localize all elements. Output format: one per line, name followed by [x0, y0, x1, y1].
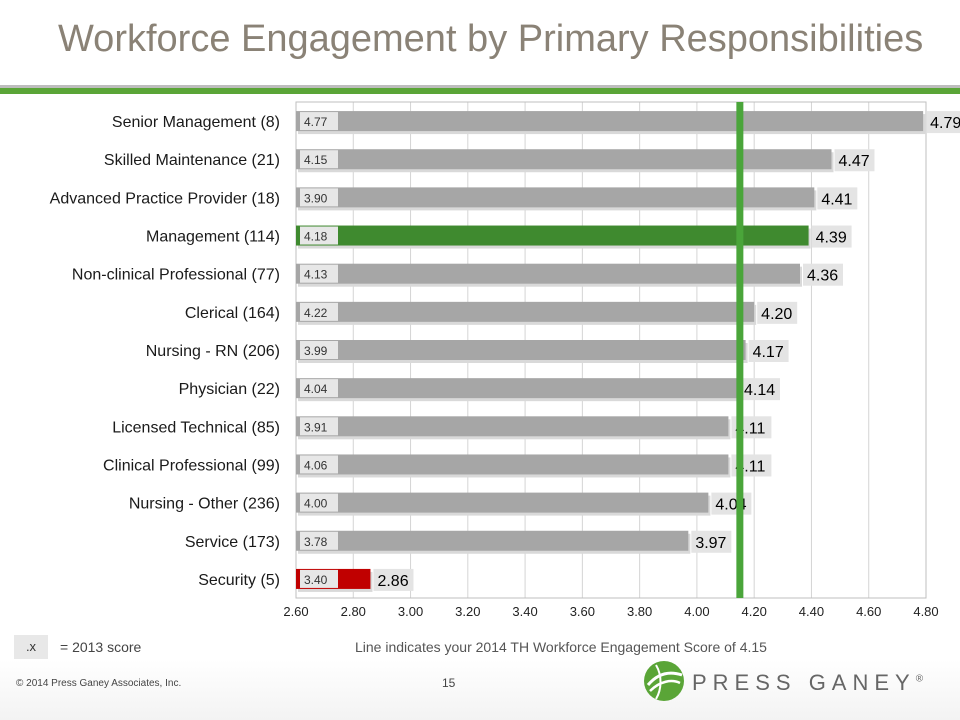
category-label: Clinical Professional (99) — [103, 457, 280, 474]
prior-score-label: 4.13 — [304, 268, 328, 282]
legend-swatch: .x — [14, 635, 48, 659]
prior-score-box — [300, 493, 338, 512]
reference-line-footnote: Line indicates your 2014 TH Workforce En… — [355, 639, 767, 655]
page-title: Workforce Engagement by Primary Responsi… — [58, 18, 924, 60]
value-label-box — [811, 225, 852, 248]
value-label: 2.86 — [377, 573, 408, 590]
prior-score-box — [300, 226, 338, 245]
category-label: Physician (22) — [179, 381, 280, 398]
category-label: Clerical (164) — [185, 305, 280, 322]
registered-mark: ® — [915, 673, 924, 685]
bar — [296, 149, 832, 170]
value-label-box — [748, 340, 789, 362]
value-label-box — [757, 301, 798, 324]
prior-score-label: 4.15 — [304, 153, 328, 167]
bar — [296, 263, 800, 284]
value-label-box — [740, 378, 780, 401]
bar — [296, 301, 755, 322]
prior-score-label: 3.78 — [304, 535, 328, 549]
title-divider-green — [0, 88, 960, 94]
bar — [296, 111, 924, 132]
x-tick-label: 4.60 — [856, 604, 881, 619]
prior-score-label: 4.00 — [304, 497, 328, 511]
prior-score-box — [300, 531, 338, 550]
category-label: Security (5) — [198, 572, 280, 589]
bar — [296, 492, 709, 513]
page-number: 15 — [442, 676, 456, 690]
value-label-box — [373, 568, 414, 591]
category-label: Service (173) — [185, 534, 280, 551]
legend-text: = 2013 score — [60, 639, 142, 655]
value-label: 4.14 — [744, 382, 775, 399]
category-label: Skilled Maintenance (21) — [104, 152, 280, 169]
x-tick-label: 4.20 — [742, 604, 767, 619]
x-tick-label: 4.00 — [684, 604, 709, 619]
value-label: 4.20 — [761, 306, 792, 323]
prior-score-box — [300, 341, 338, 359]
title-divider-gray — [0, 85, 960, 88]
press-ganey-logo: PRESS GANEY® — [640, 658, 940, 704]
value-label: 4.39 — [816, 230, 847, 247]
engagement-bar-chart: 2.60 2.80 3.00 3.20 3.40 3.60 3.80 4.00 4.20 4.40… — [50, 101, 960, 619]
prior-score-label: 4.04 — [304, 382, 328, 396]
prior-score-label: 4.18 — [304, 230, 328, 244]
bar — [296, 340, 746, 360]
value-label-box — [834, 149, 875, 172]
x-tick-label: 4.40 — [799, 604, 824, 619]
prior-score-label: 4.77 — [304, 115, 328, 129]
x-tick-label: 2.60 — [283, 604, 308, 619]
value-label: 4.17 — [753, 344, 784, 361]
category-label: Nursing - RN (206) — [146, 343, 280, 360]
globe-logo-icon — [644, 661, 684, 701]
bar — [296, 416, 729, 437]
value-label-box — [691, 530, 732, 553]
footer-band — [0, 660, 960, 720]
prior-score-box — [300, 379, 338, 398]
prior-score-label: 3.40 — [304, 573, 328, 587]
prior-score-box — [300, 188, 338, 207]
value-label: 4.79 — [930, 115, 960, 132]
prior-score-box — [300, 417, 338, 436]
prior-score-label: 3.91 — [304, 420, 328, 434]
value-label-box — [803, 263, 843, 286]
category-label: Senior Management (8) — [112, 114, 280, 131]
x-tick-label: 2.80 — [341, 604, 366, 619]
bar — [296, 454, 729, 475]
bar — [296, 378, 737, 399]
value-label-box — [926, 111, 960, 134]
prior-score-box — [300, 569, 338, 588]
prior-score-box — [300, 455, 338, 474]
category-label: Nursing - Other (236) — [129, 496, 280, 513]
x-tick-label: 3.60 — [570, 604, 595, 619]
x-tick-label: 3.00 — [398, 604, 423, 619]
bar — [296, 225, 809, 246]
value-label-box — [817, 187, 858, 210]
value-label: 4.36 — [807, 268, 838, 285]
prior-score-box — [300, 150, 338, 169]
bar — [296, 530, 689, 551]
prior-score-label: 3.90 — [304, 191, 328, 205]
category-label: Management (114) — [146, 229, 280, 246]
x-tick-label: 3.80 — [627, 604, 652, 619]
prior-score-label: 3.99 — [304, 344, 328, 358]
prior-score-box — [300, 264, 338, 283]
x-tick-label: 3.20 — [455, 604, 480, 619]
prior-score-box — [300, 112, 338, 131]
category-label: Advanced Practice Provider (18) — [50, 190, 280, 207]
copyright-text: © 2014 Press Ganey Associates, Inc. — [16, 678, 182, 689]
value-label: 4.47 — [839, 153, 870, 170]
bar — [296, 187, 815, 208]
x-tick-label: 3.40 — [512, 604, 537, 619]
logo-wordmark: PRESS GANEY® — [692, 670, 924, 695]
value-label: 3.97 — [695, 535, 726, 552]
category-label: Licensed Technical (85) — [112, 419, 280, 436]
prior-score-box — [300, 302, 338, 321]
category-label: Non-clinical Professional (77) — [72, 267, 280, 284]
prior-score-label: 4.22 — [304, 306, 328, 320]
prior-score-label: 4.06 — [304, 458, 328, 472]
x-tick-label: 4.80 — [913, 604, 938, 619]
value-label: 4.41 — [821, 191, 852, 208]
